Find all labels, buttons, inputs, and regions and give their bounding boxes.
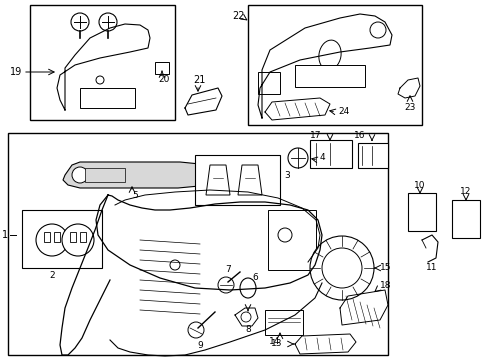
Text: 10: 10 [413,181,425,190]
Bar [267,210,315,270]
Polygon shape [63,162,215,188]
Text: 18: 18 [379,280,391,289]
Text: 20: 20 [158,76,169,85]
Circle shape [241,312,250,322]
Bar [357,143,387,168]
Text: 14: 14 [269,338,280,346]
Bar [407,193,435,231]
Ellipse shape [318,40,341,70]
Bar [309,140,351,168]
Circle shape [36,224,68,256]
Text: 17: 17 [309,131,321,140]
Circle shape [170,260,180,270]
Text: 22: 22 [231,11,244,21]
Text: 23: 23 [403,103,414,112]
Bar [155,62,169,74]
Circle shape [72,167,88,183]
Circle shape [71,13,89,31]
Text: 1: 1 [2,230,8,240]
Circle shape [309,236,373,300]
Polygon shape [238,165,262,195]
Bar [80,232,86,242]
Bar [44,232,50,242]
Text: 3: 3 [284,171,289,180]
Text: 24: 24 [337,108,348,117]
Circle shape [99,13,117,31]
Bar [30,5,175,120]
Bar [451,200,479,238]
Bar [70,232,76,242]
Text: 16: 16 [353,131,365,140]
Bar [294,65,364,87]
Circle shape [287,148,307,168]
Circle shape [187,322,203,338]
Bar [195,155,280,205]
Bar [247,5,421,125]
Bar [258,72,280,94]
Circle shape [218,277,234,293]
Text: 19: 19 [10,67,22,77]
Text: 2: 2 [49,270,55,279]
Text: 15: 15 [379,264,391,273]
Circle shape [278,228,291,242]
Bar [264,310,303,335]
Bar [22,210,102,268]
Bar [8,133,387,355]
Bar [54,232,60,242]
Bar [85,168,125,182]
Circle shape [62,224,94,256]
Text: 12: 12 [459,188,471,197]
Text: 4: 4 [319,153,325,162]
Circle shape [369,22,385,38]
Text: 7: 7 [224,266,230,274]
Circle shape [96,76,104,84]
Text: 13: 13 [270,339,282,348]
Text: 8: 8 [244,325,250,334]
Text: 6: 6 [251,274,257,283]
Text: 5: 5 [132,190,138,199]
Polygon shape [205,165,229,195]
Text: 11: 11 [426,264,437,273]
Bar [80,88,135,108]
Text: 9: 9 [197,341,203,350]
Circle shape [321,248,361,288]
Ellipse shape [240,278,256,298]
Text: 21: 21 [193,75,205,85]
